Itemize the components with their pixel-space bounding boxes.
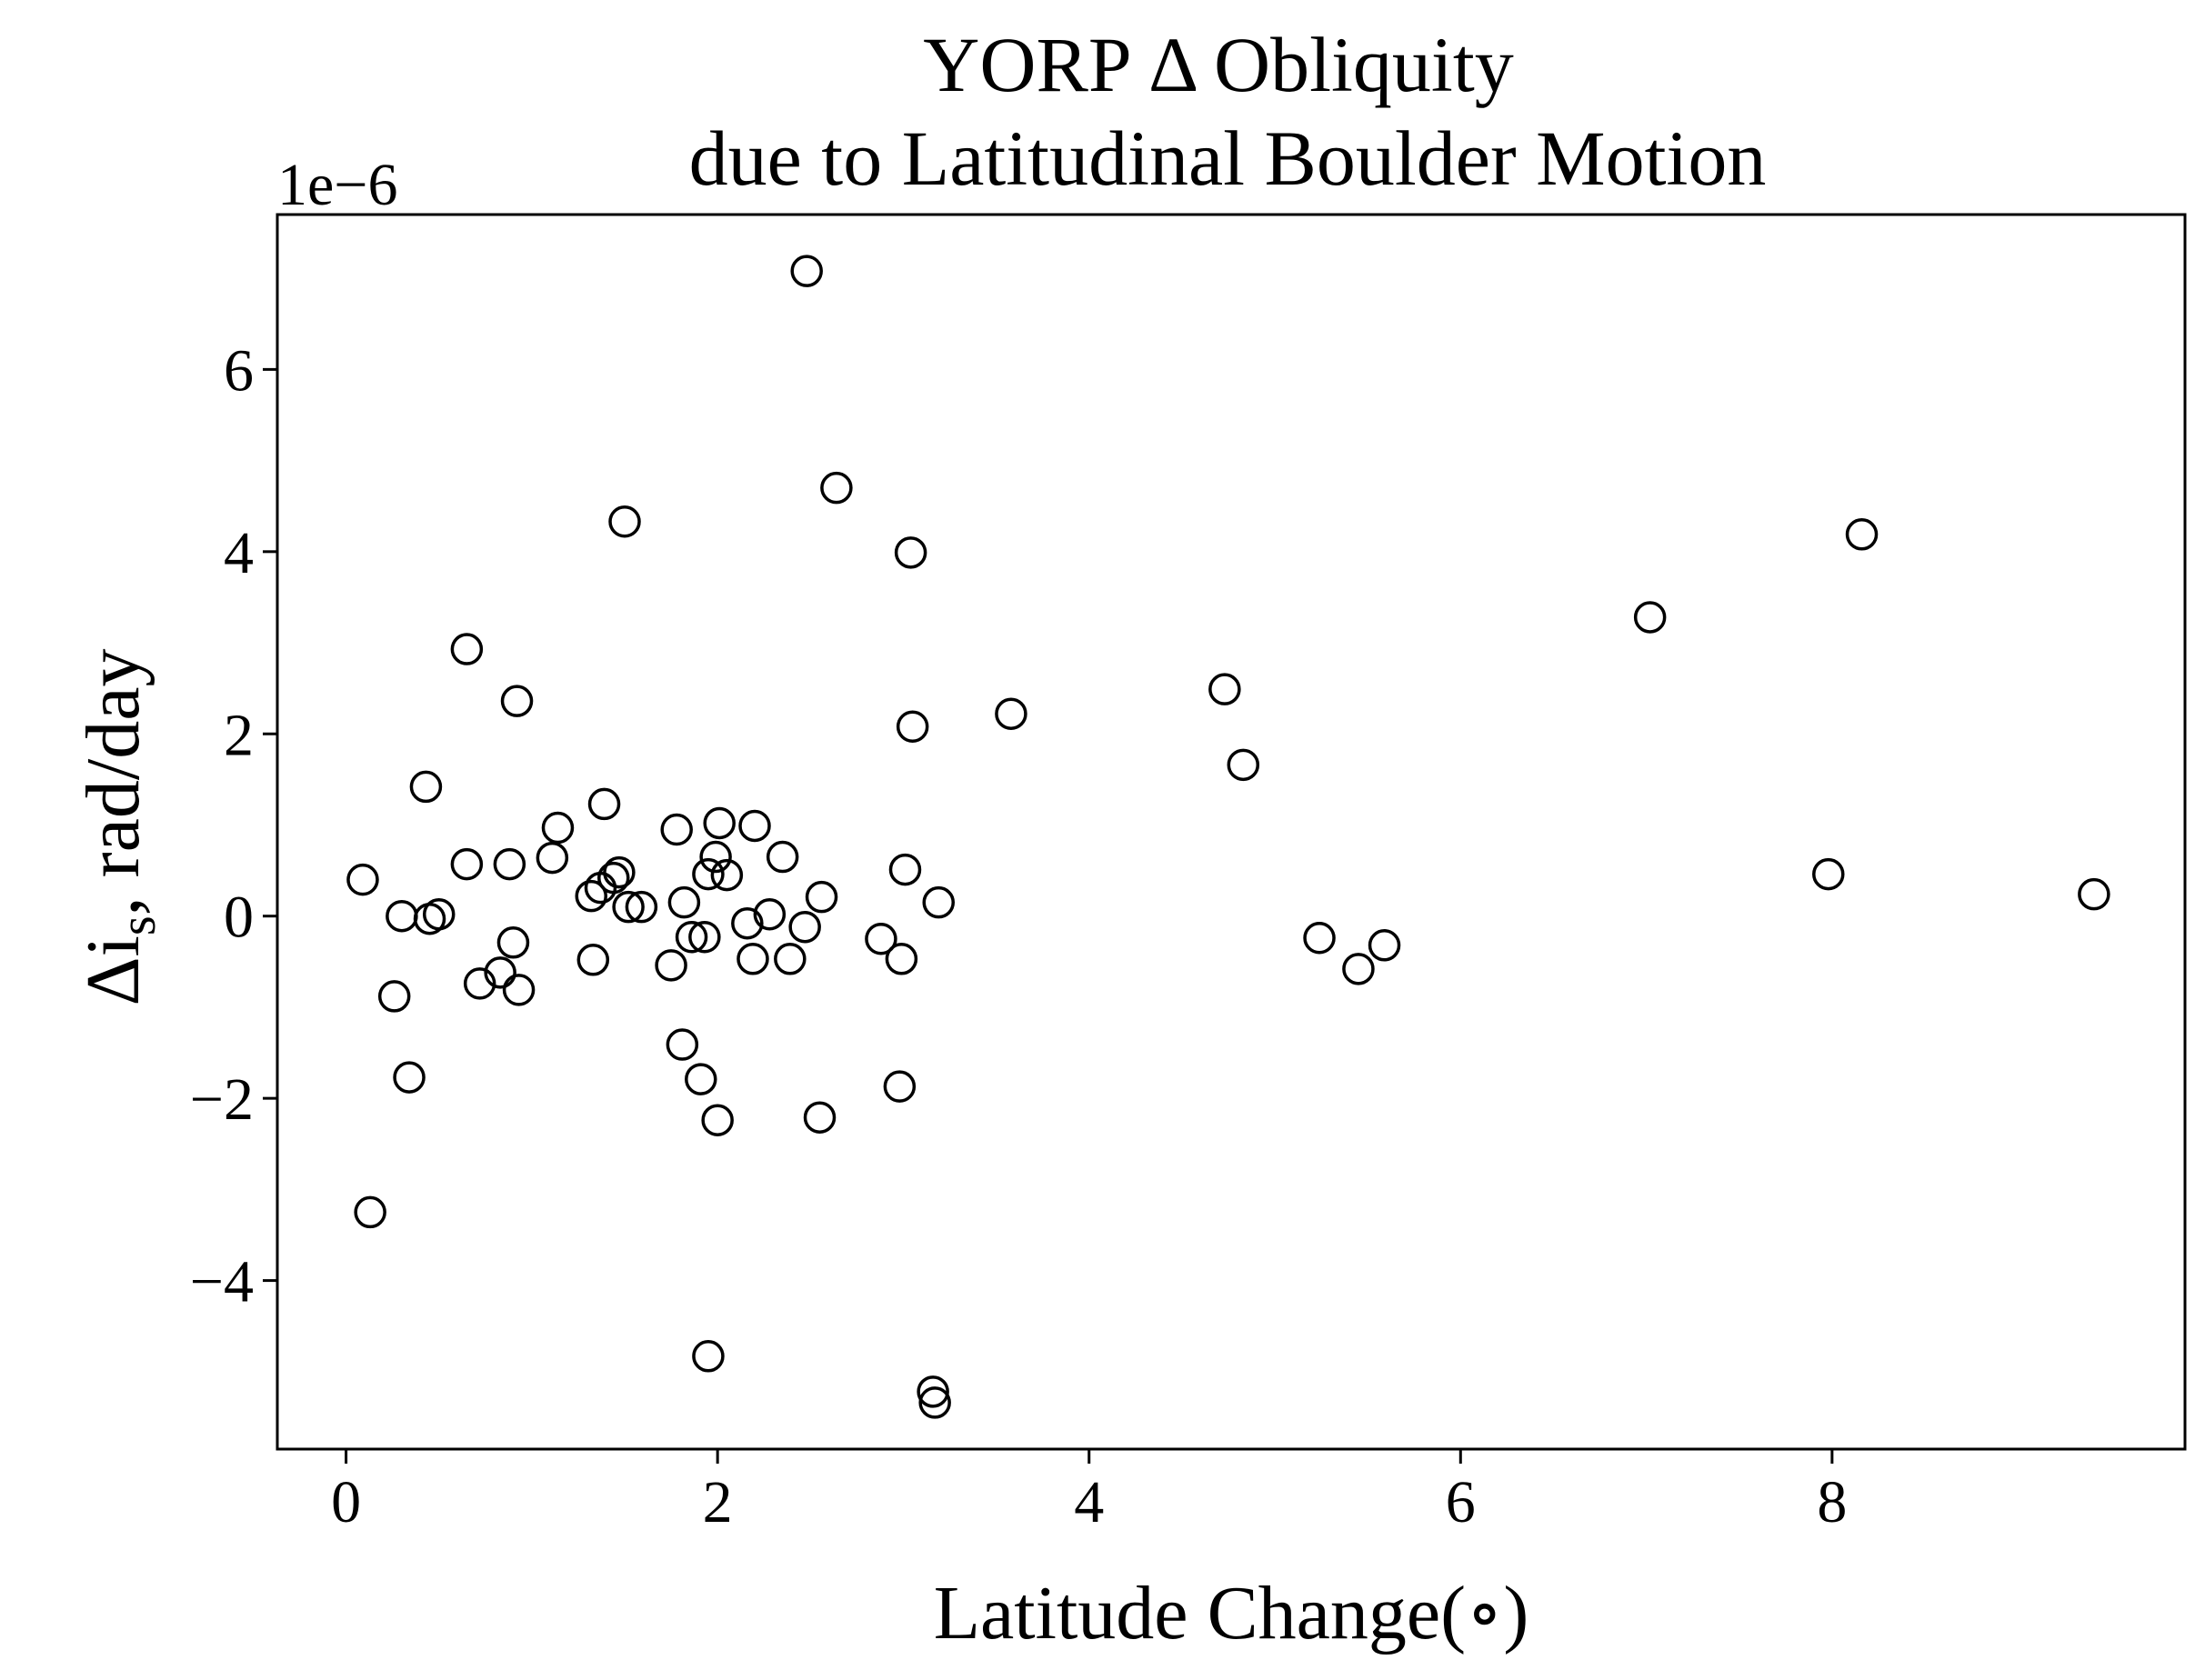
y-tick-label: −4: [190, 1249, 254, 1315]
y-tick-label: 0: [224, 885, 254, 951]
y-axis-label-suffix: , rad/day: [71, 648, 155, 915]
y-axis-label-prefix: Δi: [71, 935, 155, 1005]
scatter-point: [1633, 601, 1667, 634]
scatter-point: [450, 847, 484, 881]
x-axis-label: Latitude Change(∘): [934, 1571, 1529, 1655]
scatter-point: [774, 943, 807, 975]
scatter-point: [917, 1375, 949, 1408]
y-axis-ticks: −4 −2 0 2 4 6: [190, 337, 277, 1315]
scatter-point: [354, 1195, 386, 1229]
scatter-point: [386, 899, 418, 933]
scatter-point: [692, 857, 725, 891]
scatter-point: [655, 949, 687, 982]
data-points: [346, 255, 2110, 1419]
y-axis-label: Δis, rad/day: [71, 648, 166, 1005]
x-tick-label: 4: [1074, 1469, 1104, 1535]
y-tick-label: 4: [224, 520, 254, 586]
scatter-point: [692, 1340, 725, 1373]
scatter-point: [463, 967, 496, 1000]
x-axis-ticks: 0 2 4 6 8: [331, 1449, 1847, 1535]
scatter-point: [541, 811, 575, 845]
scatter-point: [536, 841, 569, 875]
scatter-point: [612, 890, 645, 924]
scatter-point: [699, 840, 732, 874]
scatter-point: [922, 885, 956, 919]
x-tick-label: 2: [703, 1469, 733, 1535]
scatter-point: [377, 980, 411, 1013]
scatter-point: [587, 787, 621, 821]
y-offset-label: 1e−6: [277, 152, 398, 218]
scatter-point: [766, 840, 799, 874]
scatter-point: [666, 1028, 699, 1061]
chart-title-line2: due to Latitudinal Boulder Motion: [689, 115, 1767, 202]
scatter-point: [675, 921, 708, 954]
scatter-point: [753, 897, 787, 931]
scatter-point: [790, 255, 823, 287]
y-tick-label: −2: [190, 1066, 254, 1133]
scatter-point: [888, 853, 922, 886]
x-tick-label: 8: [1817, 1469, 1847, 1535]
x-tick-label: 0: [331, 1469, 361, 1535]
scatter-point: [865, 923, 897, 955]
scatter-point: [685, 1063, 717, 1095]
scatter-point: [995, 697, 1027, 730]
scatter-point: [575, 879, 607, 913]
scatter-point: [597, 861, 630, 895]
scatter-point: [1845, 518, 1879, 551]
scatter-point: [701, 1104, 734, 1136]
scatter-point: [576, 944, 610, 976]
scatter-point: [894, 536, 927, 569]
scatter-point: [500, 685, 534, 717]
scatter-point: [608, 505, 641, 538]
scatter-point: [1342, 953, 1375, 985]
scatter-point: [393, 1061, 426, 1094]
scatter-point: [1208, 673, 1241, 705]
scatter-point: [1812, 857, 1845, 891]
scatter-point: [731, 906, 764, 940]
scatter-point: [710, 858, 744, 892]
scatter-point: [667, 885, 701, 919]
scatter-point: [422, 897, 456, 931]
scatter-point: [660, 813, 693, 846]
scatter-point: [409, 770, 443, 804]
scatter-point: [788, 910, 821, 944]
chart-title-line1: YORP Δ Obliquity: [923, 21, 1513, 108]
scatter-point: [820, 471, 853, 505]
scatter-point: [885, 943, 918, 975]
y-tick-label: 6: [224, 337, 254, 404]
scatter-point: [738, 809, 771, 843]
scatter-point: [493, 847, 526, 881]
y-tick-label: 2: [224, 702, 254, 768]
scatter-point: [688, 921, 721, 954]
plot-frame: [276, 213, 2187, 1451]
scatter-point: [703, 806, 736, 840]
scatter-point: [496, 926, 530, 959]
scatter-point: [603, 855, 636, 889]
scatter-point: [484, 956, 516, 989]
scatter-point: [737, 943, 769, 975]
scatter-point: [346, 863, 379, 896]
x-tick-label: 6: [1446, 1469, 1476, 1535]
scatter-point: [1368, 929, 1401, 962]
scatter-point: [2078, 877, 2110, 911]
scatter-point: [883, 1070, 917, 1103]
scatter-point: [450, 633, 484, 665]
scatter-point: [1227, 748, 1260, 782]
scatter-point: [918, 1386, 951, 1419]
scatter-point: [1303, 922, 1336, 955]
y-axis-label-subscript: s: [110, 915, 166, 935]
scatter-point: [896, 710, 929, 743]
scatter-point: [805, 880, 838, 914]
scatter-point: [625, 890, 658, 924]
scatter-point: [803, 1101, 837, 1134]
scatter-point: [502, 974, 536, 1006]
